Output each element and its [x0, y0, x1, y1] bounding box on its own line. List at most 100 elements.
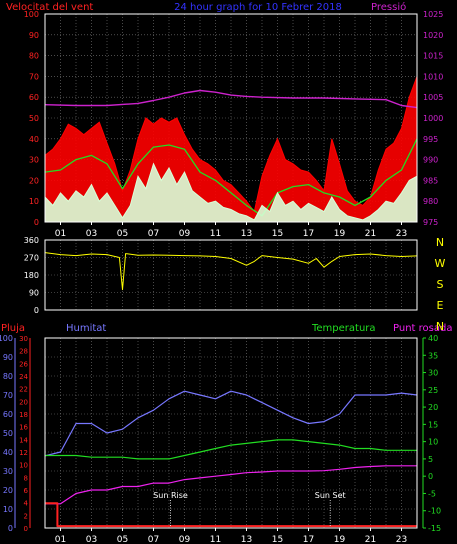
- temperature-series: [45, 439, 417, 460]
- temperature-axis-tick-label: -5: [428, 489, 436, 498]
- temperature-axis-tick-label: 35: [428, 351, 438, 360]
- wind-time-tick-label: 13: [241, 229, 252, 239]
- sun-marker-label: Sun Rise: [153, 491, 188, 500]
- temperature-axis-tick-label: -15: [428, 524, 441, 533]
- humidity-axis-tick-label: 20: [3, 486, 13, 495]
- temperature-axis-tick-label: 40: [428, 334, 438, 343]
- rain-axis-tick-label: 18: [19, 411, 28, 419]
- pressure-axis-tick-label: 975: [423, 218, 438, 227]
- compass-label: N: [436, 236, 444, 249]
- wind-axis-tick-label: 30: [29, 156, 39, 165]
- direction-axis-tick-label: 270: [24, 254, 39, 263]
- wind-speed-label: Velocitat del vent: [6, 2, 93, 13]
- climate-time-tick-label: 21: [365, 535, 376, 544]
- climate-time-tick-label: 11: [210, 535, 221, 544]
- temperature-axis-tick-label: 25: [428, 386, 438, 395]
- wind-time-tick-label: 19: [334, 229, 346, 239]
- wind-axis-tick-label: 60: [29, 93, 39, 102]
- wind-time-tick-label: 01: [55, 229, 66, 239]
- wind-time-tick-label: 15: [272, 229, 283, 239]
- temperature-axis-tick-label: 10: [428, 438, 438, 447]
- pressure-axis-tick-label: 995: [423, 135, 438, 144]
- humidity-axis-tick-label: 10: [3, 505, 13, 514]
- temperature-axis-tick-label: -10: [428, 507, 441, 516]
- rain-axis-tick-label: 2: [24, 512, 28, 520]
- wind-axis-tick-label: 90: [29, 31, 39, 40]
- wind-time-tick-label: 05: [117, 229, 128, 239]
- temperature-axis-tick-label: 20: [428, 403, 438, 412]
- humidity-axis-tick-label: 50: [3, 429, 13, 438]
- wind-axis-tick-label: 40: [29, 135, 39, 144]
- rain-axis-tick-label: 4: [24, 500, 29, 508]
- climate-plot-border: [44, 337, 418, 529]
- wind-axis-tick-label: 20: [29, 176, 39, 185]
- wind-axis-tick-label: 100: [24, 10, 39, 19]
- rain-axis-tick-label: 26: [19, 360, 28, 368]
- rain-axis-tick-label: 20: [19, 398, 28, 406]
- dewpoint-label: Punt rosada: [393, 323, 452, 334]
- climate-time-tick-label: 17: [303, 535, 314, 544]
- humidity-label: Humitat: [66, 323, 106, 334]
- compass-label: S: [437, 278, 444, 291]
- climate-time-tick-label: 07: [148, 535, 159, 544]
- pressure-axis-tick-label: 1015: [423, 52, 443, 61]
- pressure-axis-tick-label: 990: [423, 156, 438, 165]
- wind-plot-border: [44, 13, 418, 223]
- compass-label: E: [437, 299, 444, 312]
- wind-time-tick-label: 07: [148, 229, 159, 239]
- climate-time-tick-label: 15: [272, 535, 283, 544]
- temperature-axis-tick-label: 0: [428, 472, 433, 481]
- humidity-axis-tick-label: 80: [3, 372, 13, 381]
- chart-title: 24 hour graph for 10 Febrer 2018: [174, 2, 342, 13]
- temperature-label: Temperatura: [311, 323, 376, 334]
- pressure-axis-tick-label: 980: [423, 197, 438, 206]
- rain-axis-tick-label: 10: [19, 462, 28, 470]
- climate-time-tick-label: 09: [179, 535, 191, 544]
- pressure-axis-tick-label: 1000: [423, 114, 443, 123]
- temperature-axis-tick-label: 15: [428, 420, 438, 429]
- rain-label: Pluja: [1, 323, 25, 334]
- pressure-axis-tick-label: 985: [423, 176, 438, 185]
- dewpoint-series: [45, 465, 417, 505]
- pressure-label: Pressió: [371, 1, 406, 13]
- humidity-series: [44, 390, 418, 457]
- pressure-series: [44, 89, 418, 109]
- wind-axis-tick-label: 70: [29, 72, 39, 81]
- direction-axis-tick-label: 0: [34, 306, 39, 315]
- wind-time-tick-label: 11: [210, 229, 221, 239]
- humidity-axis-tick-label: 100: [0, 334, 13, 343]
- direction-axis-tick-label: 360: [24, 236, 39, 245]
- climate-time-tick-label: 03: [86, 535, 97, 544]
- climate-time-tick-label: 05: [117, 535, 128, 544]
- sun-marker-label: Sun Set: [315, 491, 346, 500]
- temperature-axis-tick-label: 5: [428, 455, 433, 464]
- wind-time-tick-label: 21: [365, 229, 376, 239]
- climate-time-tick-label: 13: [241, 535, 252, 544]
- wind-axis-tick-label: 0: [34, 218, 39, 227]
- humidity-axis-tick-label: 40: [3, 448, 13, 457]
- wind-axis-tick-label: 80: [29, 52, 39, 61]
- direction-axis-tick-label: 90: [29, 289, 39, 298]
- climate-time-tick-label: 01: [55, 535, 66, 544]
- direction-axis-tick-label: 180: [24, 271, 39, 280]
- compass-label: W: [435, 257, 446, 270]
- direction-plot-border: [44, 239, 418, 311]
- pressure-axis-tick-label: 1005: [423, 93, 443, 102]
- wind-time-tick-label: 09: [179, 229, 191, 239]
- climate-time-tick-label: 19: [334, 535, 346, 544]
- rain-axis-tick-label: 6: [24, 487, 29, 495]
- wind-time-tick-label: 17: [303, 229, 314, 239]
- humidity-axis-tick-label: 60: [3, 410, 13, 419]
- rain-axis-tick-label: 28: [19, 348, 28, 356]
- humidity-axis-tick-label: 0: [8, 524, 13, 533]
- climate-time-tick-label: 23: [396, 535, 407, 544]
- rain-axis-tick-label: 12: [19, 449, 28, 457]
- pressure-axis-tick-label: 1010: [423, 72, 443, 81]
- humidity-axis-tick-label: 70: [3, 391, 13, 400]
- wind-direction-series: [44, 252, 418, 291]
- rain-axis-tick-label: 24: [19, 373, 28, 381]
- rain-axis-tick-label: 14: [19, 436, 28, 444]
- wind-time-tick-label: 03: [86, 229, 97, 239]
- wind-axis-tick-label: 10: [29, 197, 39, 206]
